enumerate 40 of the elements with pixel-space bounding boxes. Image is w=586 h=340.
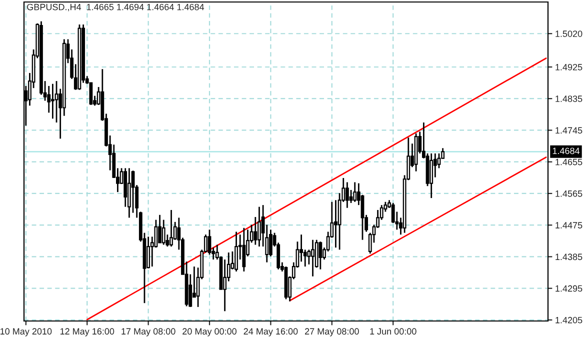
x-tick-label: 20 May 00:00 <box>182 328 237 336</box>
candlestick <box>162 219 166 246</box>
y-tick-label: 1.4475 <box>556 222 582 228</box>
y-tick-label: 1.4835 <box>556 96 582 102</box>
candlestick <box>349 189 353 204</box>
y-tick-label: 1.4295 <box>556 285 582 292</box>
candlestick <box>54 80 58 124</box>
y-tick-label: 1.4655 <box>556 158 582 166</box>
x-tick-label: 10 May 2010 <box>0 328 52 336</box>
candlestick <box>242 227 246 272</box>
x-tick-label: 1 Jun 00:00 <box>370 328 416 335</box>
x-tick-label: 17 May 08:00 <box>122 328 176 336</box>
candlestick <box>208 228 212 256</box>
candlestick <box>254 216 258 246</box>
y-tick-label: 1.4925 <box>556 64 582 70</box>
x-tick-label: 12 May 16:00 <box>60 328 114 336</box>
candlestick <box>146 236 150 269</box>
y-tick-label: 1.4385 <box>556 254 582 260</box>
candlestick <box>334 199 338 248</box>
ref-line-label: 1.4684 <box>552 148 580 154</box>
y-tick-label: 1.4565 <box>556 190 582 197</box>
candlestick <box>158 214 162 244</box>
candlestick <box>131 170 135 214</box>
candlestick <box>170 209 173 248</box>
candlestick <box>258 206 261 248</box>
candlestick <box>234 231 238 272</box>
candlestick <box>50 83 54 120</box>
candlestick <box>311 239 314 278</box>
candlestick <box>307 248 311 266</box>
candlestick <box>127 167 131 218</box>
chart-title: GBPUSD.,H4 1.4665 1.4694 1.4664 1.4684 <box>27 4 204 12</box>
y-tick-label: 1.4745 <box>556 127 582 134</box>
x-tick-label: 24 May 16:00 <box>244 328 298 336</box>
x-tick-label: 27 May 08:00 <box>305 328 359 336</box>
candlestick <box>318 240 322 270</box>
y-tick-label: 1.5020 <box>556 30 582 37</box>
y-tick-label: 1.4205 <box>556 316 582 324</box>
candlestick <box>353 182 357 203</box>
candlestick <box>430 152 434 199</box>
candlestick <box>345 182 349 209</box>
